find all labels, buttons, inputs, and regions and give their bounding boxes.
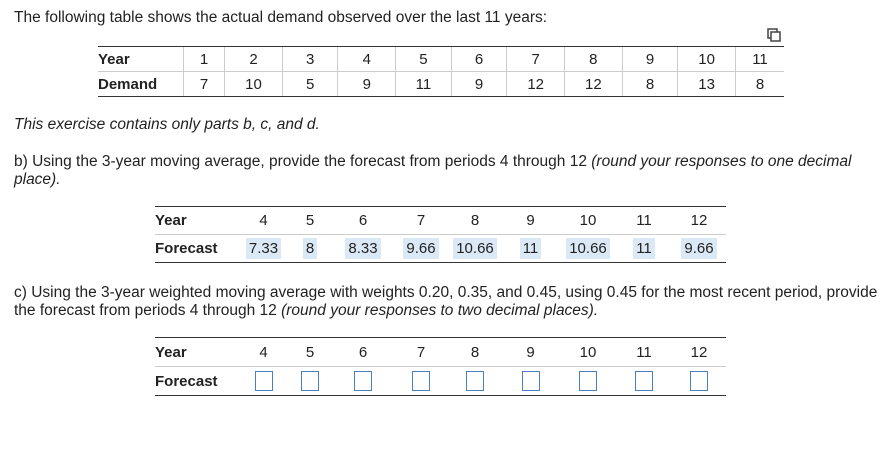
part-b-table: Year 4 5 6 7 8 9 10 11 12 Forecast 7.33 … [155,206,726,263]
copy-icon[interactable] [767,28,781,42]
part-c-prompt-italic: (round your responses to two decimal pla… [281,302,599,319]
demand-cell: 12 [564,71,623,97]
year-cell: 4 [240,206,287,235]
year-cell: 11 [616,337,672,367]
year-cell: 6 [333,337,393,367]
year-row: Year 4 5 6 7 8 9 10 11 12 [155,337,726,367]
demand-cell: 10 [224,71,283,97]
forecast-answer: 9.66 [681,238,717,259]
year-cell: 2 [224,46,283,72]
forecast-label: Forecast [155,234,240,263]
part-b-prompt: b) Using the 3-year moving average, prov… [14,153,874,189]
forecast-answer: 8 [302,238,318,259]
demand-cell: 12 [506,71,565,97]
demand-cell: 13 [677,71,736,97]
forecast-answer: 7.33 [245,238,282,259]
year-cell: 11 [734,46,784,72]
year-cell: 7 [393,337,449,367]
demand-cell: 9 [337,71,396,97]
forecast-input[interactable] [521,371,540,391]
year-cell: 5 [395,46,452,72]
demand-label: Demand [98,71,184,97]
demand-cell: 5 [281,71,338,97]
year-cell: 12 [672,206,726,235]
year-row: Year 1 2 3 4 5 6 7 8 9 10 11 [98,46,784,72]
forecast-input[interactable] [412,371,430,391]
demand-cell: 8 [621,71,678,97]
year-cell: 8 [564,46,623,72]
part-b-prompt-text: b) Using the 3-year moving average, prov… [14,153,592,170]
demand-cell: 7 [182,71,225,97]
forecast-label: Forecast [155,366,240,396]
part-c-table: Year 4 5 6 7 8 9 10 11 12 Forecast [155,337,726,396]
forecast-input[interactable] [254,371,273,391]
year-row: Year 4 5 6 7 8 9 10 11 12 [155,206,726,235]
year-cell: 8 [449,206,501,235]
demand-cell: 8 [734,71,784,97]
year-label: Year [155,206,240,235]
forecast-answer: 11 [633,238,655,259]
forecast-input[interactable] [690,371,708,391]
year-cell: 7 [393,206,449,235]
year-cell: 9 [501,206,560,235]
year-label: Year [155,337,240,367]
part-c-prompt: c) Using the 3-year weighted moving aver… [14,284,879,320]
forecast-input[interactable] [579,371,597,391]
year-cell: 4 [240,337,287,367]
year-cell: 10 [677,46,736,72]
forecast-input[interactable] [466,371,484,391]
year-cell: 8 [449,337,501,367]
forecast-input[interactable] [354,371,372,391]
year-label: Year [98,46,184,72]
year-cell: 5 [287,206,333,235]
part-c-prompt-text: c) Using the 3-year weighted moving aver… [14,284,878,319]
year-cell: 12 [672,337,726,367]
forecast-answer: 10.66 [453,238,497,259]
part-b-prompt-italic: (round your responses to one decimal pla… [14,153,852,188]
forecast-row: Forecast 7.33 8 8.33 9.66 10.66 11 10.66… [155,234,726,263]
year-cell: 5 [287,337,333,367]
year-cell: 6 [450,46,507,72]
year-cell: 6 [333,206,393,235]
forecast-row: Forecast [155,366,726,396]
demand-row: Demand 7 10 5 9 11 9 12 12 8 13 8 [98,71,784,97]
demand-table: Year 1 2 3 4 5 6 7 8 9 10 11 Demand 7 10… [98,46,784,97]
intro-text: The following table shows the actual dem… [14,9,548,26]
year-cell: 4 [337,46,396,72]
forecast-answer: 11 [519,238,542,259]
forecast-input[interactable] [635,371,653,391]
forecast-answer: 10.66 [566,238,610,259]
year-cell: 11 [616,206,672,235]
forecast-answer: 8.33 [345,238,381,259]
year-cell: 9 [501,337,560,367]
forecast-input[interactable] [301,371,319,391]
demand-cell: 9 [450,71,507,97]
note-text: This exercise contains only parts b, c, … [14,116,320,133]
demand-cell: 11 [395,71,452,97]
year-cell: 10 [560,337,616,367]
year-cell: 7 [506,46,565,72]
year-cell: 1 [182,46,225,72]
year-cell: 10 [560,206,616,235]
forecast-answer: 9.66 [403,238,439,259]
year-cell: 9 [621,46,678,72]
year-cell: 3 [281,46,338,72]
